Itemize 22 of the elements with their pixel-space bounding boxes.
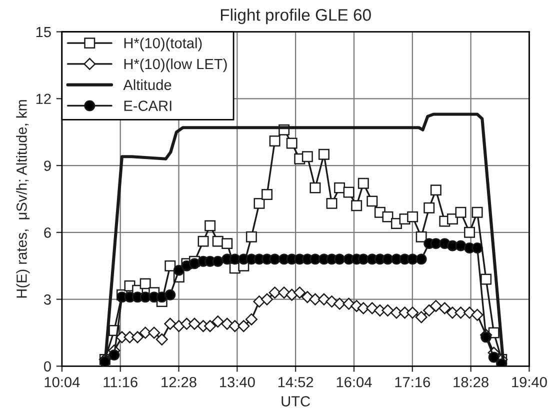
legend-label: H*(10)(total)	[124, 38, 202, 52]
y-tick-label: 12	[36, 94, 51, 104]
y-tick-label: 15	[36, 27, 51, 38]
x-tick-label: 17:16	[395, 376, 430, 388]
y-tick-label: 6	[44, 228, 51, 238]
x-axis-title: UTC	[282, 396, 310, 406]
x-tick-label: 13:40	[220, 376, 255, 388]
legend-label: Altitude	[123, 79, 172, 90]
legend-label: H*(10)(low LET)	[124, 58, 227, 72]
y-tick-label: 0	[44, 361, 51, 372]
y-tick-label: 9	[44, 160, 51, 171]
x-tick-label: 18:28	[454, 376, 488, 388]
x-tick-label: 10:04	[44, 376, 80, 388]
x-tick-label: 12:28	[162, 376, 196, 388]
chart-title: Flight profile GLE 60	[220, 8, 371, 24]
x-tick-label: 16:04	[336, 376, 372, 388]
x-tick-label: 14:52	[278, 376, 314, 388]
legend-label: E-CARI	[124, 100, 172, 111]
y-tick-label: 3	[44, 294, 51, 305]
x-tick-label: 11:16	[104, 376, 138, 388]
x-tick-label: 19:40	[512, 376, 547, 388]
y-axis-title: H(E) rates, μSv/h; Altitude, km	[16, 100, 30, 298]
